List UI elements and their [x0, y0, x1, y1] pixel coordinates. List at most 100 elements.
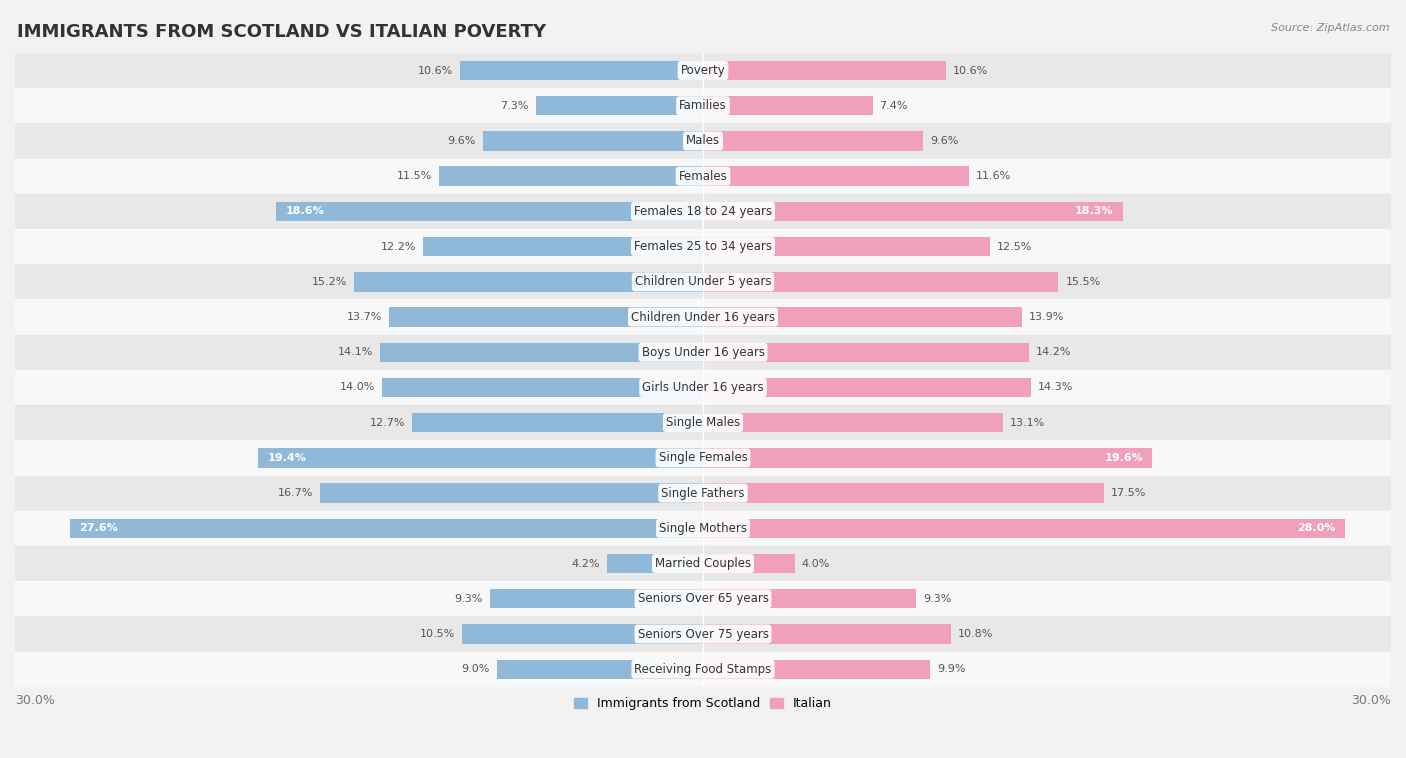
Text: 7.4%: 7.4% [880, 101, 908, 111]
Text: 14.1%: 14.1% [337, 347, 373, 357]
Text: Families: Families [679, 99, 727, 112]
Legend: Immigrants from Scotland, Italian: Immigrants from Scotland, Italian [569, 693, 837, 716]
Text: 11.5%: 11.5% [396, 171, 433, 181]
Bar [703, 625, 950, 644]
Bar [380, 343, 703, 362]
Text: Seniors Over 75 years: Seniors Over 75 years [637, 628, 769, 641]
Text: Girls Under 16 years: Girls Under 16 years [643, 381, 763, 394]
Bar [703, 518, 1346, 538]
Text: 4.2%: 4.2% [571, 559, 600, 568]
Text: Single Females: Single Females [658, 452, 748, 465]
Text: 17.5%: 17.5% [1111, 488, 1146, 498]
Bar [703, 589, 917, 609]
Text: 7.3%: 7.3% [501, 101, 529, 111]
Bar [412, 413, 703, 432]
Text: 12.5%: 12.5% [997, 242, 1032, 252]
Bar [703, 484, 1104, 503]
Bar [70, 518, 703, 538]
Text: 30.0%: 30.0% [1351, 694, 1391, 707]
Bar [321, 484, 703, 503]
Bar [439, 167, 703, 186]
Text: 14.2%: 14.2% [1036, 347, 1071, 357]
Bar [382, 377, 703, 397]
Text: Source: ZipAtlas.com: Source: ZipAtlas.com [1271, 23, 1389, 33]
Bar [389, 307, 703, 327]
Text: 4.0%: 4.0% [801, 559, 830, 568]
Text: Children Under 5 years: Children Under 5 years [634, 275, 772, 288]
Text: Females 18 to 24 years: Females 18 to 24 years [634, 205, 772, 218]
Text: 19.6%: 19.6% [1105, 453, 1143, 463]
Bar [463, 625, 703, 644]
Bar [703, 272, 1059, 292]
Bar [15, 581, 1391, 616]
Text: Married Couples: Married Couples [655, 557, 751, 570]
Text: 14.3%: 14.3% [1038, 383, 1073, 393]
Bar [703, 659, 929, 679]
Text: 13.1%: 13.1% [1011, 418, 1046, 428]
Bar [15, 440, 1391, 475]
Text: 9.3%: 9.3% [924, 594, 952, 604]
Bar [536, 96, 703, 115]
Bar [703, 413, 1004, 432]
Text: Females: Females [679, 170, 727, 183]
Bar [423, 237, 703, 256]
Text: 18.3%: 18.3% [1076, 206, 1114, 216]
Bar [703, 96, 873, 115]
Bar [15, 616, 1391, 652]
Bar [482, 131, 703, 151]
Text: Seniors Over 65 years: Seniors Over 65 years [637, 592, 769, 606]
Text: 30.0%: 30.0% [15, 694, 55, 707]
Bar [606, 554, 703, 573]
Bar [15, 299, 1391, 334]
Text: Single Mothers: Single Mothers [659, 522, 747, 535]
Bar [15, 475, 1391, 511]
Bar [15, 124, 1391, 158]
Bar [496, 659, 703, 679]
Bar [703, 307, 1022, 327]
Bar [277, 202, 703, 221]
Text: 28.0%: 28.0% [1298, 523, 1336, 534]
Bar [703, 61, 946, 80]
Text: Receiving Food Stamps: Receiving Food Stamps [634, 662, 772, 675]
Text: 10.6%: 10.6% [418, 65, 453, 76]
Text: Single Males: Single Males [666, 416, 740, 429]
Bar [15, 405, 1391, 440]
Bar [15, 265, 1391, 299]
Text: 13.7%: 13.7% [346, 312, 382, 322]
Text: 11.6%: 11.6% [976, 171, 1011, 181]
Bar [703, 448, 1153, 468]
Text: 19.4%: 19.4% [267, 453, 307, 463]
Bar [15, 546, 1391, 581]
Text: 18.6%: 18.6% [285, 206, 325, 216]
Bar [703, 131, 924, 151]
Text: 15.5%: 15.5% [1066, 277, 1101, 287]
Text: 13.9%: 13.9% [1029, 312, 1064, 322]
Text: 10.6%: 10.6% [953, 65, 988, 76]
Text: 9.3%: 9.3% [454, 594, 482, 604]
Bar [703, 377, 1031, 397]
Text: 14.0%: 14.0% [340, 383, 375, 393]
Bar [15, 370, 1391, 405]
Bar [489, 589, 703, 609]
Text: 9.9%: 9.9% [936, 664, 966, 674]
Text: Males: Males [686, 134, 720, 148]
Text: 10.8%: 10.8% [957, 629, 993, 639]
Bar [703, 202, 1122, 221]
Text: 12.2%: 12.2% [381, 242, 416, 252]
Bar [15, 53, 1391, 88]
Bar [15, 229, 1391, 265]
Text: 9.6%: 9.6% [447, 136, 477, 146]
Text: 12.7%: 12.7% [370, 418, 405, 428]
Bar [703, 167, 969, 186]
Bar [15, 88, 1391, 124]
Bar [460, 61, 703, 80]
Text: 9.6%: 9.6% [929, 136, 959, 146]
Bar [15, 158, 1391, 194]
Bar [703, 554, 794, 573]
Text: 27.6%: 27.6% [79, 523, 118, 534]
Text: Females 25 to 34 years: Females 25 to 34 years [634, 240, 772, 253]
Text: Boys Under 16 years: Boys Under 16 years [641, 346, 765, 359]
Bar [354, 272, 703, 292]
Text: IMMIGRANTS FROM SCOTLAND VS ITALIAN POVERTY: IMMIGRANTS FROM SCOTLAND VS ITALIAN POVE… [17, 23, 546, 41]
Bar [15, 511, 1391, 546]
